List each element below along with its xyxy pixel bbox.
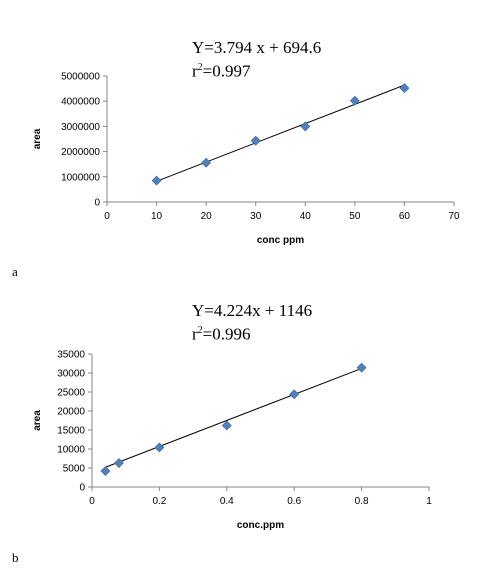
chart-panel-a: Y=3.794 x + 694.6 r2=0.997 0 1000000 20000… <box>12 38 460 279</box>
chart-b-x-tick-label: 1 <box>426 496 432 507</box>
chart-a-data-point <box>300 121 311 132</box>
chart-b-y-tick-label: 25000 <box>57 388 85 399</box>
chart-b-x-tick-label: 0.8 <box>355 496 369 507</box>
chart-a-x-tick-label: 0 <box>104 211 110 222</box>
chart-a-y-tick-label: 2000000 <box>61 147 100 158</box>
chart-a-y-tick-label: 4000000 <box>61 97 100 108</box>
chart-b-plot: 0 5000 10000 15000 20000 25000 30000 35000 0 0.2 0… <box>32 350 432 532</box>
chart-b-y-axis-title: area <box>32 410 43 431</box>
chart-a-y-tick-label: 0 <box>94 198 100 209</box>
chart-b-y-tick-label: 15000 <box>57 426 85 437</box>
chart-a-x-axis-title: conc ppm <box>257 235 304 246</box>
chart-a-x-tick-label: 10 <box>151 211 163 222</box>
chart-b-trendline <box>105 367 362 468</box>
chart-a-r2: r2=0.997 <box>192 58 251 82</box>
chart-b-x-tick-label: 0.6 <box>287 496 301 507</box>
chart-a-x-tick-label: 30 <box>250 211 262 222</box>
chart-b-r2: r2=0.996 <box>192 321 251 345</box>
chart-a-r2-prefix: r <box>192 61 198 81</box>
chart-a-trendline <box>156 84 405 182</box>
chart-b-data-point <box>100 466 111 476</box>
chart-a-data-point <box>399 83 410 94</box>
chart-b-data-point <box>114 458 124 468</box>
chart-b-r2-prefix: r <box>192 324 198 344</box>
chart-b-r2-value: =0.996 <box>202 324 251 344</box>
chart-b-data-point <box>221 420 232 431</box>
chart-b-x-tick-label: 0.2 <box>152 496 166 507</box>
chart-b-y-tick-label: 35000 <box>57 350 85 361</box>
chart-a-x-tick-label: 20 <box>201 211 213 222</box>
chart-a-equation: Y=3.794 x + 694.6 <box>192 38 322 57</box>
chart-a-r2-value: =0.997 <box>202 61 251 81</box>
chart-b-equation: Y=4.224x + 1146 <box>192 301 313 320</box>
chart-a-y-tick-label: 3000000 <box>61 122 100 133</box>
chart-panel-b: Y=4.224x + 1146 r2=0.996 0 5000 10000 15000… <box>0 285 483 570</box>
chart-a-y-tick-label: 1000000 <box>61 172 100 183</box>
chart-b-y-tick-label: 30000 <box>57 369 85 380</box>
chart-b-y-tick-label: 5000 <box>63 464 86 475</box>
chart-b-r2-sup: 2 <box>197 325 203 336</box>
chart-b-data-point <box>289 389 300 400</box>
chart-b-data-point <box>356 362 367 373</box>
chart-a-data-point <box>151 175 162 186</box>
chart-b-y-tick-label: 10000 <box>57 445 85 456</box>
chart-b-panel-label: b <box>12 550 19 565</box>
chart-b-x-tick-label: 0 <box>89 496 95 507</box>
chart-a-data-point <box>250 135 261 146</box>
chart-a-data-point <box>349 95 360 106</box>
chart-a-r2-sup: 2 <box>197 62 203 73</box>
chart-a-x-tick-label: 70 <box>448 211 460 222</box>
chart-a-y-axis-title: area <box>32 128 43 149</box>
chart-a-x-tick-label: 40 <box>300 211 312 222</box>
chart-a-data-point <box>201 157 212 168</box>
chart-a-x-tick-label: 60 <box>399 211 411 222</box>
chart-b-y-tick-label: 0 <box>79 483 85 494</box>
chart-a-panel-label: a <box>12 264 18 279</box>
chart-a-plot: 0 1000000 2000000 3000000 4000000 5000000 0 10 2… <box>32 72 460 247</box>
chart-b-x-axis-title: conc.ppm <box>237 520 284 531</box>
chart-b-data-point <box>154 442 165 453</box>
chart-b-y-tick-label: 20000 <box>57 407 85 418</box>
chart-a-x-tick-label: 50 <box>349 211 361 222</box>
chart-a-y-tick-label: 5000000 <box>61 72 100 83</box>
chart-b-x-tick-label: 0.4 <box>220 496 234 507</box>
